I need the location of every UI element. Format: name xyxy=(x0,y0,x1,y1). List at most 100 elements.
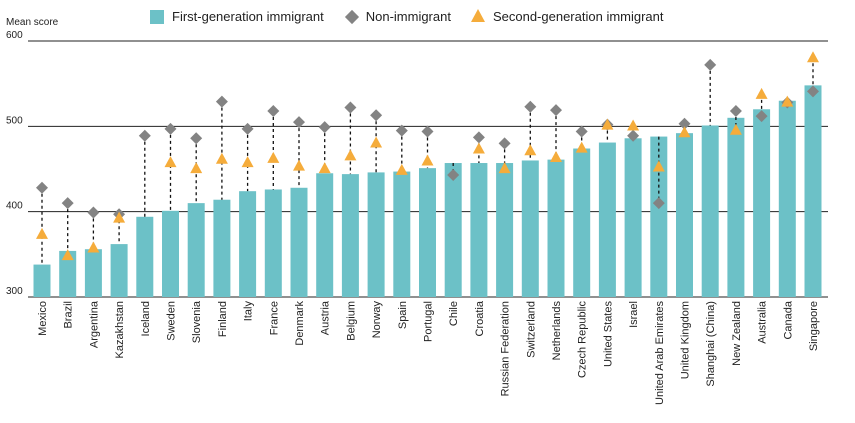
diamond-non-immigrant-10 xyxy=(293,116,305,129)
x-tick-label-15: Portugal xyxy=(423,301,435,342)
x-tick-label-0: Mexico xyxy=(37,301,49,336)
x-tick-label-9: France xyxy=(268,301,280,335)
triangle-second-generation-6 xyxy=(190,162,203,174)
triangle-second-generation-0 xyxy=(36,227,48,239)
legend-item-non-immigrant: Non-immigrant xyxy=(344,9,451,24)
triangle-second-generation-19 xyxy=(524,144,537,156)
y-tick-label-500: 500 xyxy=(6,115,23,126)
x-tick-label-25: United Kingdom xyxy=(680,301,692,379)
bar-first-generation-6 xyxy=(187,203,205,297)
y-tick-label-600: 600 xyxy=(6,30,23,41)
legend-label-second-generation: Second-generation immigrant xyxy=(492,9,664,24)
x-tick-label-13: Norway xyxy=(371,301,383,339)
bar-first-generation-2 xyxy=(84,249,102,297)
diamond-non-immigrant-6 xyxy=(190,132,203,145)
bar-first-generation-4 xyxy=(136,216,154,297)
diamond-non-immigrant-8 xyxy=(241,122,254,135)
bar-first-generation-10 xyxy=(290,187,308,297)
triangle-second-generation-20 xyxy=(550,151,562,163)
triangle-second-generation-14 xyxy=(395,163,408,175)
diamond-non-immigrant-26 xyxy=(704,58,717,71)
x-tick-label-5: Sweden xyxy=(166,301,178,341)
triangle-second-generation-10 xyxy=(293,159,305,171)
triangle-second-generation-1 xyxy=(61,249,74,261)
triangle-second-generation-11 xyxy=(318,162,331,174)
bar-first-generation-20 xyxy=(547,159,565,297)
triangle-second-generation-21 xyxy=(575,141,588,153)
x-tick-label-7: Finland xyxy=(217,301,229,337)
x-tick-label-3: Kazakhstan xyxy=(114,301,126,358)
triangle-second-generation-28 xyxy=(755,87,768,99)
triangle-second-generation-23 xyxy=(627,119,640,131)
bar-first-generation-22 xyxy=(598,142,616,297)
triangle-second-generation-18 xyxy=(498,162,511,174)
triangle-second-generation-12 xyxy=(344,149,357,161)
x-tick-label-30: Singapore xyxy=(808,301,820,351)
diamond-non-immigrant-7 xyxy=(215,95,228,108)
bar-first-generation-29 xyxy=(778,100,796,297)
x-tick-label-10: Denmark xyxy=(294,301,306,346)
bar-first-generation-15 xyxy=(419,168,436,297)
triangle-second-generation-2 xyxy=(87,241,100,253)
bar-first-generation-24 xyxy=(650,136,668,297)
triangle-second-generation-27 xyxy=(729,123,742,135)
x-tick-label-29: Canada xyxy=(782,300,794,339)
bar-first-generation-14 xyxy=(393,171,411,297)
diamond-non-immigrant-1 xyxy=(61,197,74,210)
diamond-non-immigrant-23 xyxy=(627,129,640,142)
bar-first-generation-11 xyxy=(316,173,334,297)
diamond-non-immigrant-24 xyxy=(652,197,665,210)
bar-first-generation-23 xyxy=(624,138,642,297)
triangle-second-generation-5 xyxy=(164,156,177,168)
bar-first-generation-21 xyxy=(573,148,591,297)
y-tick-label-300: 300 xyxy=(6,286,23,297)
x-tick-label-11: Austria xyxy=(320,300,332,335)
bar-first-generation-19 xyxy=(521,160,539,297)
legend-label-first-generation: First-generation immigrant xyxy=(172,9,324,24)
bar-first-generation-28 xyxy=(753,109,771,298)
diamond-non-immigrant-16 xyxy=(447,168,460,181)
bar-first-generation-13 xyxy=(367,172,385,297)
bar-first-generation-5 xyxy=(162,210,179,297)
diamond-non-immigrant-15 xyxy=(421,125,434,138)
bar-first-generation-8 xyxy=(239,191,257,297)
triangle-second-generation-30 xyxy=(807,51,819,63)
legend-item-first-generation: First-generation immigrant xyxy=(150,9,324,24)
diamond-non-immigrant-30 xyxy=(807,85,819,98)
bar-first-generation-25 xyxy=(676,133,693,297)
triangle-second-generation-25 xyxy=(678,126,691,138)
legend-item-second-generation: Second-generation immigrant xyxy=(470,9,664,24)
bar-first-generation-0 xyxy=(33,264,51,297)
triangle-second-generation-7 xyxy=(215,152,228,164)
diamond-non-immigrant-11 xyxy=(318,121,331,134)
x-tick-label-19: Switzerland xyxy=(525,301,537,358)
bar-first-generation-27 xyxy=(727,117,745,297)
diamond-non-immigrant-9 xyxy=(267,104,280,117)
x-tick-label-4: Iceland xyxy=(140,301,152,336)
diamond-non-immigrant-28 xyxy=(755,110,768,123)
diamond-non-immigrant-13 xyxy=(370,109,383,122)
legend-label-non-immigrant: Non-immigrant xyxy=(365,9,451,24)
y-tick-label-400: 400 xyxy=(6,201,23,212)
diamond-non-immigrant-27 xyxy=(729,104,742,117)
bar-first-generation-16 xyxy=(444,163,462,297)
x-tick-label-6: Slovenia xyxy=(191,300,203,343)
diamond-non-immigrant-20 xyxy=(550,104,562,117)
x-tick-label-21: Czech Republic xyxy=(577,301,589,379)
triangle-second-generation-17 xyxy=(472,142,485,154)
x-tick-label-26: Shanghai (China) xyxy=(705,301,717,387)
x-tick-label-24: United Arab Emirates xyxy=(654,301,666,405)
x-tick-label-14: Spain xyxy=(397,301,409,329)
bar-first-generation-18 xyxy=(496,163,514,297)
triangle-second-generation-8 xyxy=(241,156,254,168)
bar-first-generation-26 xyxy=(701,125,719,297)
bar-first-generation-1 xyxy=(59,250,77,297)
triangle-second-generation-29 xyxy=(781,95,794,107)
x-tick-label-22: United States xyxy=(602,301,614,368)
x-tick-label-28: Australia xyxy=(757,300,769,344)
diamond-non-immigrant-12 xyxy=(344,101,357,114)
triangle-second-generation-15 xyxy=(421,154,434,166)
x-tick-label-2: Argentina xyxy=(88,300,100,348)
x-tick-label-23: Israel xyxy=(628,301,640,328)
